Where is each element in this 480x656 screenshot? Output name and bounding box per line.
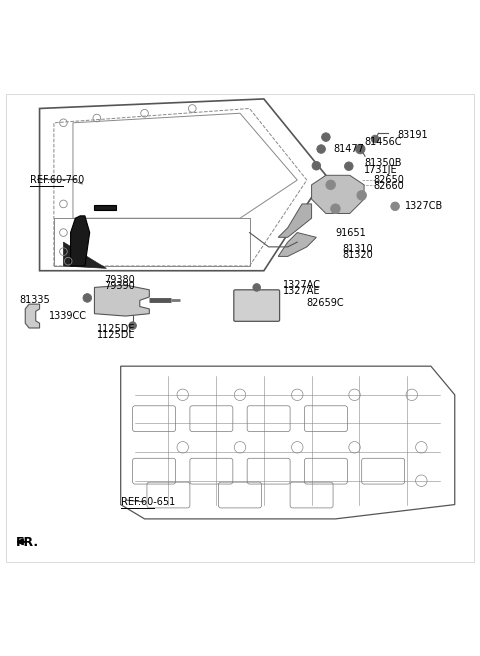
Polygon shape [95, 285, 149, 316]
Polygon shape [63, 242, 107, 268]
Circle shape [326, 180, 336, 190]
Text: REF.60-760: REF.60-760 [30, 175, 84, 185]
Circle shape [322, 133, 330, 142]
Text: 1731JE: 1731JE [364, 165, 398, 174]
Text: 81477: 81477 [333, 144, 364, 154]
Polygon shape [95, 205, 116, 210]
Circle shape [317, 145, 325, 154]
Text: 91651: 91651 [336, 228, 366, 237]
Text: REF.60-651: REF.60-651 [120, 497, 175, 507]
Text: 81320: 81320 [343, 251, 373, 260]
Text: 81335: 81335 [20, 295, 50, 305]
Text: 82659C: 82659C [307, 298, 345, 308]
Text: 83191: 83191 [397, 130, 428, 140]
Polygon shape [25, 304, 39, 328]
Text: 82650: 82650 [373, 175, 405, 185]
Polygon shape [71, 216, 90, 266]
Circle shape [129, 322, 136, 329]
Circle shape [357, 190, 366, 200]
Text: 1125DL: 1125DL [97, 330, 135, 340]
Circle shape [391, 202, 399, 211]
Circle shape [331, 204, 340, 213]
Polygon shape [278, 204, 312, 237]
Polygon shape [312, 175, 364, 213]
FancyBboxPatch shape [234, 290, 280, 321]
Circle shape [312, 161, 321, 170]
Text: 81350B: 81350B [364, 158, 402, 169]
Text: 82660: 82660 [373, 181, 404, 191]
Text: 1327AE: 1327AE [283, 286, 321, 297]
Text: 79390: 79390 [104, 281, 135, 291]
Polygon shape [278, 233, 316, 256]
Text: 1327AC: 1327AC [283, 280, 321, 290]
Text: 1339CC: 1339CC [49, 311, 87, 321]
Text: 1327CB: 1327CB [405, 201, 443, 211]
Text: FR.: FR. [16, 536, 39, 549]
Text: 81310: 81310 [343, 244, 373, 255]
Circle shape [83, 294, 92, 302]
Circle shape [345, 162, 353, 171]
Text: 81456C: 81456C [364, 137, 402, 147]
Circle shape [371, 135, 379, 143]
Circle shape [356, 144, 365, 154]
Text: 79380: 79380 [104, 276, 135, 285]
Text: 1125DE: 1125DE [97, 324, 135, 334]
Circle shape [253, 283, 261, 291]
